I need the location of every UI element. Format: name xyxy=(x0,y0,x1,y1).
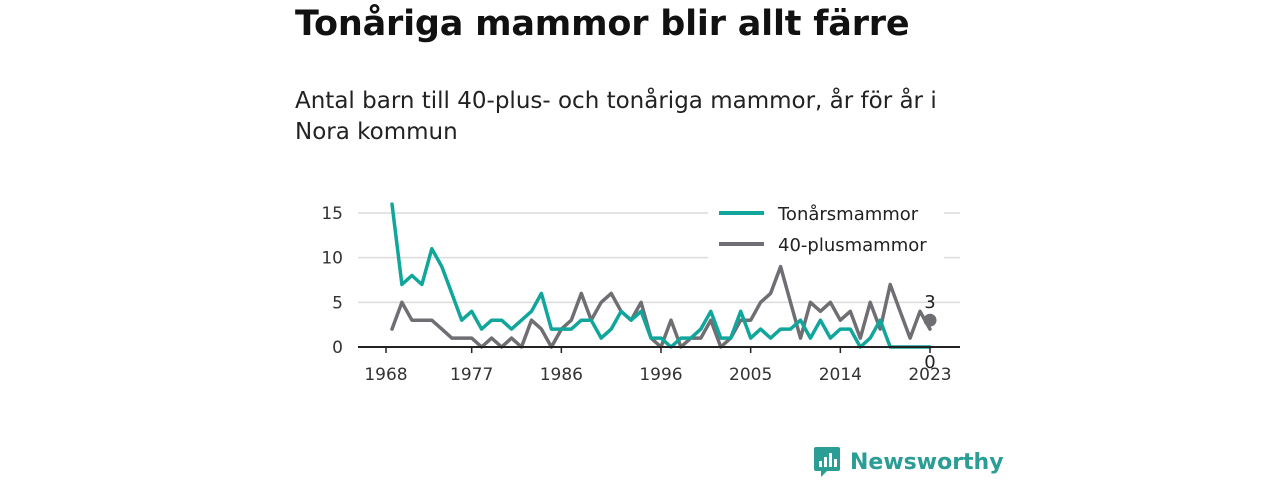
series-line-teen xyxy=(390,202,932,349)
end-labels: 30 xyxy=(923,292,937,373)
x-tick-label: 1996 xyxy=(639,365,682,385)
x-tick-label: 2014 xyxy=(819,365,862,385)
x-tick-label: 2023 xyxy=(908,365,951,385)
y-tick-label: 5 xyxy=(332,293,343,313)
x-axis-ticks: 1968 1977 1986 1996 2005 2014 2023 xyxy=(364,347,952,385)
legend-label: 40-plusmammor xyxy=(778,235,927,256)
y-axis-ticks: 0 5 10 15 xyxy=(321,204,343,358)
y-tick-label: 0 xyxy=(332,338,343,358)
x-tick-label: 2005 xyxy=(729,365,772,385)
end-dot-forty xyxy=(923,313,937,327)
x-tick-label: 1977 xyxy=(450,365,493,385)
brand-name: Newsworthy xyxy=(850,449,1004,475)
newsworthy-brand[interactable]: Newsworthy xyxy=(813,446,1004,478)
x-tick-label: 1968 xyxy=(364,365,407,385)
chart-subtitle: Antal barn till 40-plus- och tonåriga ma… xyxy=(295,88,937,145)
legend-background xyxy=(708,200,944,264)
y-tick-label: 10 xyxy=(321,249,343,269)
legend-label: Tonårsmammor xyxy=(777,204,919,225)
x-tick-label: 1986 xyxy=(540,365,583,385)
newsworthy-logo-icon xyxy=(814,447,840,477)
legend: Tonårsmammor 40-plusmammor xyxy=(708,200,944,264)
chart-title: Tonåriga mammor blir allt färre xyxy=(295,4,910,44)
y-tick-label: 15 xyxy=(321,204,343,224)
end-label-forty: 3 xyxy=(924,292,935,313)
end-label-teen: 0 xyxy=(924,352,935,373)
series-line-forty xyxy=(390,264,932,349)
